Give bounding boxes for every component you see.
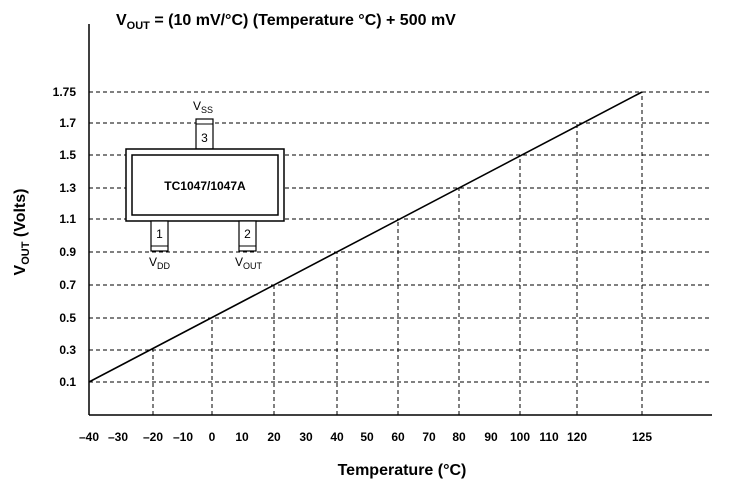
title-rest: = (10 mV/°C) (Temperature °C) + 500 mV <box>150 12 456 29</box>
grid-layer <box>89 91 712 415</box>
y-tick-label: 0.3 <box>59 343 76 357</box>
x-tick-label: 100 <box>510 430 530 444</box>
x-tick-label: 110 <box>539 430 559 444</box>
y-tick-label: 1.3 <box>59 181 76 195</box>
x-tick-label: 30 <box>299 430 313 444</box>
y-tick-label: 1.1 <box>59 212 76 226</box>
x-tick-label: 125 <box>632 430 652 444</box>
x-tick-label: 20 <box>267 430 281 444</box>
pin-2-name: VOUT <box>235 255 263 271</box>
x-tick-label: 40 <box>330 430 344 444</box>
x-tick-label: 70 <box>422 430 436 444</box>
y-axis-title: VOUT (Volts) <box>12 189 32 276</box>
title-v: V <box>116 12 127 29</box>
x-tick-labels: –40 –30 –20 –10 0 10 20 30 40 50 60 70 80 90 100 110 120… <box>79 430 652 444</box>
x-tick-label: 10 <box>235 430 249 444</box>
x-axis-title: Temperature (°C) <box>338 462 467 479</box>
y-tick-label: 0.5 <box>59 311 76 325</box>
pin-2-lead <box>238 220 257 252</box>
pin-1-lead <box>150 220 169 252</box>
vout-line <box>88 91 643 383</box>
pin-3-name: VSS <box>193 99 213 115</box>
pin-2-number: 2 <box>244 227 251 241</box>
axes-layer <box>88 24 712 416</box>
x-tick-label: 60 <box>391 430 405 444</box>
pin-3-number: 3 <box>201 131 208 145</box>
x-tick-label: 0 <box>209 430 216 444</box>
y-tick-label: 1.75 <box>53 85 77 99</box>
ylabel-rest: (Volts) <box>12 189 29 242</box>
ylabel-v-sub: OUT <box>20 241 32 265</box>
x-tick-label: 90 <box>484 430 498 444</box>
y-tick-label: 1.7 <box>59 116 76 130</box>
y-tick-labels: 1.75 1.7 1.5 1.3 1.1 0.9 0.7 0.5 0.3 0.1 <box>53 85 77 389</box>
x-tick-label: 80 <box>452 430 466 444</box>
x-tick-label: 50 <box>360 430 374 444</box>
package-diagram: 3 VSS TC1047/1047A 1 VDD 2 VOUT <box>125 99 285 271</box>
y-tick-label: 0.7 <box>59 278 76 292</box>
pin-1-number: 1 <box>156 227 163 241</box>
x-tick-label: –40 <box>79 430 99 444</box>
y-tick-label: 1.5 <box>59 148 76 162</box>
ylabel-v: V <box>12 264 29 275</box>
x-tick-label: –30 <box>108 430 128 444</box>
x-tick-label: 120 <box>567 430 587 444</box>
y-tick-label: 0.9 <box>59 245 76 259</box>
title-v-sub: OUT <box>127 20 151 32</box>
package-part-label: TC1047/1047A <box>164 179 246 193</box>
chart-title: VOUT = (10 mV/°C) (Temperature °C) + 500… <box>116 12 456 32</box>
pin-1-name: VDD <box>149 255 171 271</box>
series-layer <box>88 91 643 383</box>
x-tick-label: –20 <box>143 430 163 444</box>
y-tick-label: 0.1 <box>59 375 76 389</box>
package-body-inner <box>131 154 279 216</box>
x-tick-label: –10 <box>173 430 193 444</box>
